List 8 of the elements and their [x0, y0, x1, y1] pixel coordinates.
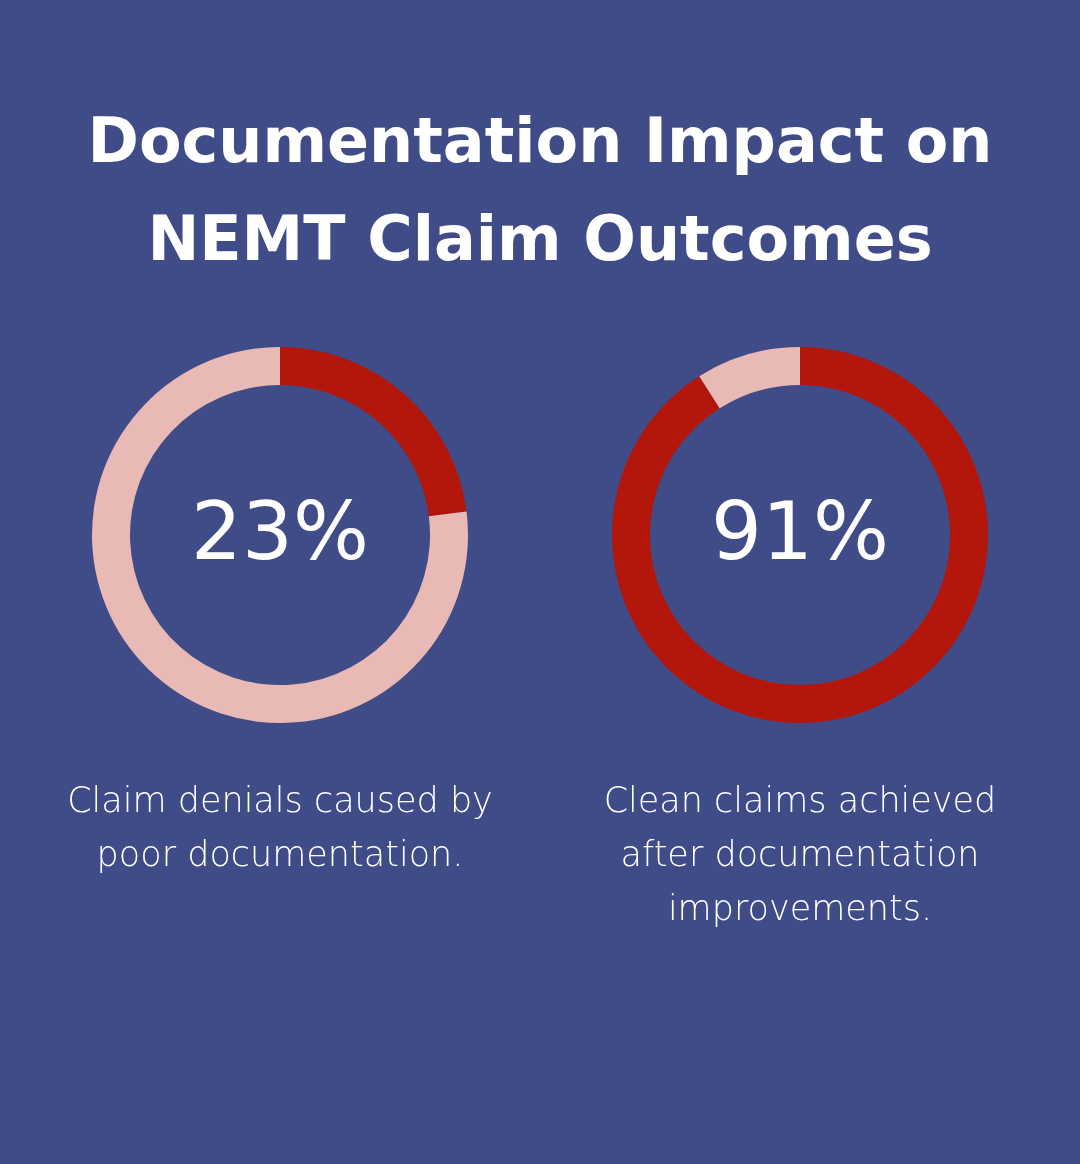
text: Claim denials caused by poor documentation.	[66, 779, 494, 876]
donut-slice	[699, 347, 800, 409]
donut-slice	[612, 347, 988, 723]
chart-title: Documentation Impact on NEMT Claim Outcomes	[86, 103, 994, 277]
donut-slice	[92, 347, 468, 723]
data-label: 91%	[711, 485, 889, 578]
text: Clean claims achieved after documentation improvements.	[602, 779, 998, 930]
data-label: 23%	[191, 485, 369, 578]
